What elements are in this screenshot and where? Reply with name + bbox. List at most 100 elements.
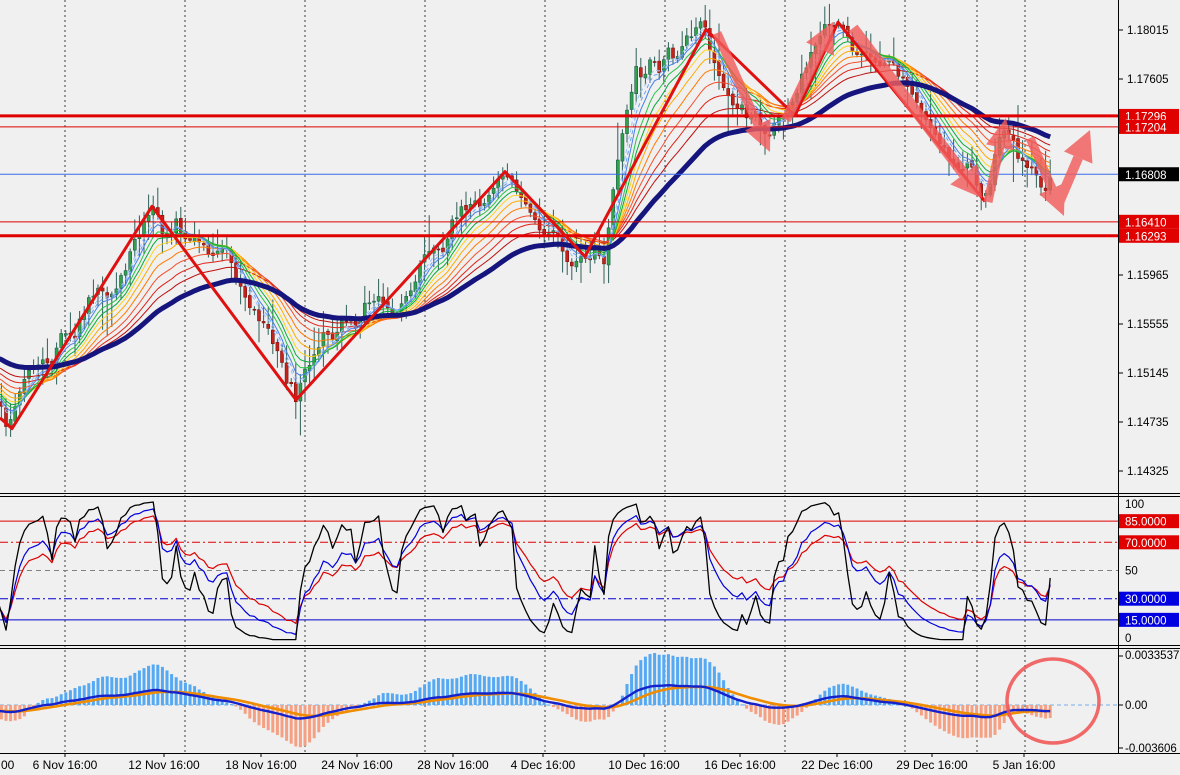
bear-candle — [730, 93, 735, 106]
trend-arrow-shaft[interactable] — [1025, 136, 1057, 191]
trend-arrow-shaft[interactable] — [781, 46, 825, 123]
bull-candle — [740, 104, 744, 111]
histogram-bar-positive — [78, 686, 82, 705]
time-tick-label: 29 Dec 16:00 — [896, 758, 968, 772]
rsi-line-medium — [0, 508, 1051, 636]
bear-candle — [280, 350, 284, 363]
time-tick-label: 10 Dec 16:00 — [608, 758, 680, 772]
bull-candle — [675, 56, 680, 59]
bear-candle — [179, 218, 183, 233]
histogram-bar-negative — [956, 705, 960, 738]
bear-candle — [1011, 135, 1016, 141]
histogram-bar-negative — [993, 705, 997, 735]
bull-candle — [551, 230, 556, 234]
histogram-bar-negative — [795, 705, 799, 716]
trend-arrow-shaft[interactable] — [983, 146, 1005, 203]
bear-candle — [1030, 166, 1034, 169]
histogram-bar-negative — [565, 705, 569, 715]
bear-candle — [441, 247, 445, 253]
bull-candle — [491, 187, 496, 194]
histogram-bar-positive — [547, 704, 551, 706]
trend-arrow-head[interactable] — [745, 118, 771, 152]
histogram-bar-positive — [119, 677, 123, 705]
bear-candle — [1039, 175, 1043, 188]
histogram-bar-positive — [639, 660, 643, 705]
histogram-bar-positive — [487, 676, 491, 705]
bull-candle — [666, 47, 671, 60]
histogram-bar-negative — [574, 705, 578, 720]
zigzag-trend-line[interactable] — [0, 20, 987, 431]
histogram-bar-negative — [234, 705, 238, 707]
histogram-bar-positive — [505, 675, 509, 705]
histogram-bar-positive — [694, 658, 698, 705]
trend-arrow-head[interactable] — [1039, 182, 1065, 216]
highlight-ellipse[interactable] — [1005, 657, 1101, 745]
trend-arrow-head[interactable] — [950, 163, 982, 198]
rsi-level-badge-bg — [1119, 612, 1179, 627]
histogram-bar-negative — [294, 705, 298, 747]
histogram-bar-positive — [41, 700, 45, 705]
histogram-bar-negative — [317, 705, 321, 733]
histogram-bar-negative — [947, 705, 951, 734]
trend-arrow-head[interactable] — [806, 22, 835, 56]
histogram-bar-negative — [308, 705, 312, 743]
histogram-bar-positive — [427, 681, 431, 705]
histogram-bar-positive — [653, 653, 657, 705]
bull-candle — [459, 206, 464, 217]
price-tick-label: 1.14735 — [1127, 417, 1169, 429]
bear-candle — [652, 61, 657, 63]
bull-candle — [119, 275, 123, 289]
histogram-bar-positive — [662, 654, 666, 705]
bull-candle — [146, 215, 151, 222]
rsi-line-fast — [0, 501, 1051, 641]
histogram-bar-negative — [597, 705, 601, 720]
histogram-bar-positive — [381, 693, 385, 705]
rsi-level-badge: 15.0000 — [1125, 615, 1167, 627]
bear-candle — [910, 85, 915, 95]
trend-arrow-shaft[interactable] — [712, 31, 762, 127]
time-tick-label: 6 Nov 16:00 — [33, 758, 98, 772]
bear-candle — [657, 60, 662, 73]
histogram-bar-positive — [450, 678, 454, 705]
bear-candle — [901, 76, 905, 79]
bull-candle — [625, 109, 629, 134]
histogram-bar-negative — [257, 705, 261, 726]
histogram-bar-positive — [82, 685, 86, 705]
time-tick-label: 24 Nov 16:00 — [321, 758, 393, 772]
histogram-bar-positive — [101, 676, 105, 705]
trend-arrow-head[interactable] — [1063, 130, 1093, 164]
histogram-bar-positive — [657, 654, 661, 705]
trend-arrow-shaft[interactable] — [848, 24, 969, 178]
histogram-bar-negative — [938, 705, 942, 729]
bull-candle — [59, 333, 64, 348]
bear-candle — [436, 248, 441, 251]
bull-candle — [376, 296, 381, 302]
histogram-bar-positive — [643, 656, 647, 705]
histogram-bar-positive — [377, 695, 381, 705]
trend-arrow-shaft[interactable] — [1053, 155, 1083, 207]
histogram-bar-positive — [703, 658, 707, 705]
trend-arrow-head[interactable] — [986, 118, 1014, 151]
histogram-bar-positive — [409, 693, 413, 705]
bear-candle — [717, 60, 721, 76]
price-tick-label: 1.15965 — [1127, 270, 1169, 282]
bull-candle — [27, 369, 31, 379]
histogram-bar-negative — [262, 705, 266, 729]
histogram-bar-positive — [464, 675, 468, 705]
histogram-bar-negative — [915, 705, 919, 713]
current-price-badge: 1.16808 — [1125, 170, 1167, 182]
histogram-bar-positive — [630, 674, 634, 705]
histogram-bar-positive — [676, 656, 680, 705]
histogram-bar-positive — [441, 678, 445, 705]
bear-candle — [703, 20, 708, 28]
bull-candle — [174, 218, 178, 234]
level-price-badge: 1.16410 — [1125, 217, 1167, 229]
time-label-partial: 00 — [1, 758, 15, 772]
bear-candle — [289, 382, 294, 385]
bull-candle — [372, 300, 376, 303]
time-tick-label: 5 Jan 16:00 — [993, 758, 1056, 772]
histogram-bar-negative — [984, 705, 988, 738]
histogram-bar-negative — [975, 705, 979, 738]
price-tick-label: 1.18015 — [1127, 25, 1169, 37]
